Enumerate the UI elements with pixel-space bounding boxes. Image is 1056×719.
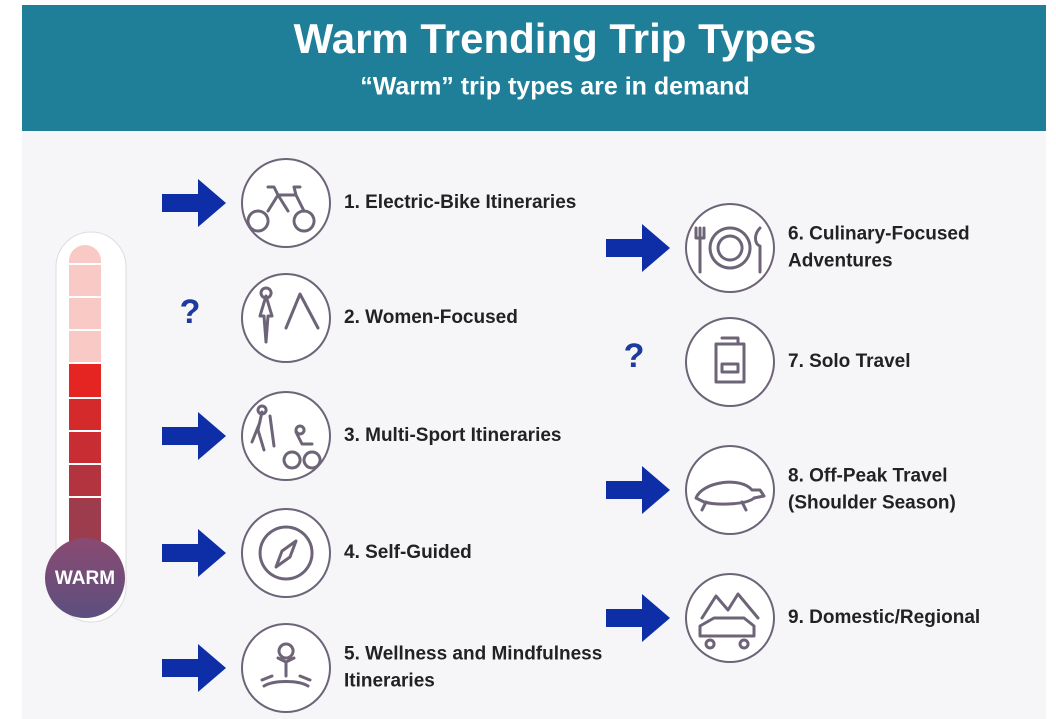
arrow <box>162 179 226 227</box>
icon <box>258 525 314 581</box>
icon <box>260 642 312 688</box>
trip-item: 6. Culinary-Focused Adventures <box>606 203 970 293</box>
header-band <box>22 5 1046 131</box>
icon-circle <box>685 203 775 293</box>
icon <box>246 185 316 233</box>
trip-item: 1. Electric-Bike Itineraries <box>162 158 576 248</box>
item-label: Adventures <box>788 251 893 272</box>
trip-item: 5. Wellness and Mindfulness Itineraries <box>162 623 602 713</box>
icon-circle <box>241 273 331 363</box>
trip-item: ? 2. Women-Focused <box>180 273 518 363</box>
icon <box>250 404 322 470</box>
item-label: 9. Domestic/Regional <box>788 607 980 628</box>
arrow <box>162 644 226 692</box>
item-label: (Shoulder Season) <box>788 493 956 514</box>
item-label: 1. Electric-Bike Itineraries <box>344 192 576 213</box>
arrow <box>162 412 226 460</box>
thermo-seg <box>69 400 101 435</box>
thermometer: WARM <box>45 231 127 623</box>
item-label: 6. Culinary-Focused <box>788 224 970 245</box>
icon <box>694 226 762 274</box>
item-label: Itineraries <box>344 671 435 692</box>
thermo-bulb <box>45 538 125 618</box>
thermo-seg <box>69 362 101 402</box>
title: Warm Trending Trip Types <box>294 15 817 62</box>
icon-circle <box>241 508 331 598</box>
trip-item: ? 7. Solo Travel <box>624 317 911 407</box>
thermo-seg <box>69 433 101 468</box>
arrow <box>606 224 670 272</box>
item-label: 5. Wellness and Mindfulness <box>344 644 602 665</box>
icon <box>694 480 766 512</box>
icon <box>714 336 746 384</box>
subtitle: “Warm” trip types are in demand <box>360 73 749 101</box>
question-mark: ? <box>180 293 201 331</box>
item-label: 2. Women-Focused <box>344 307 518 328</box>
icon-circle <box>685 317 775 407</box>
arrow <box>162 529 226 577</box>
arrow <box>606 594 670 642</box>
item-label: 8. Off-Peak Travel <box>788 466 947 487</box>
trip-item: 3. Multi-Sport Itineraries <box>162 391 561 481</box>
thermo-label: WARM <box>55 568 115 589</box>
icon <box>258 286 320 344</box>
icon-circle <box>241 158 331 248</box>
arrow <box>606 466 670 514</box>
icon-circle <box>685 445 775 535</box>
item-label: 3. Multi-Sport Itineraries <box>344 425 561 446</box>
question-mark: ? <box>624 337 645 375</box>
item-label: 7. Solo Travel <box>788 351 911 372</box>
trip-item: 8. Off-Peak Travel (Shoulder Season) <box>606 445 956 535</box>
trip-item: 4. Self-Guided <box>162 508 472 598</box>
trip-item: 9. Domestic/Regional <box>606 573 980 663</box>
item-label: 4. Self-Guided <box>344 542 472 563</box>
icon <box>698 592 760 650</box>
thermo-seg <box>69 466 101 501</box>
